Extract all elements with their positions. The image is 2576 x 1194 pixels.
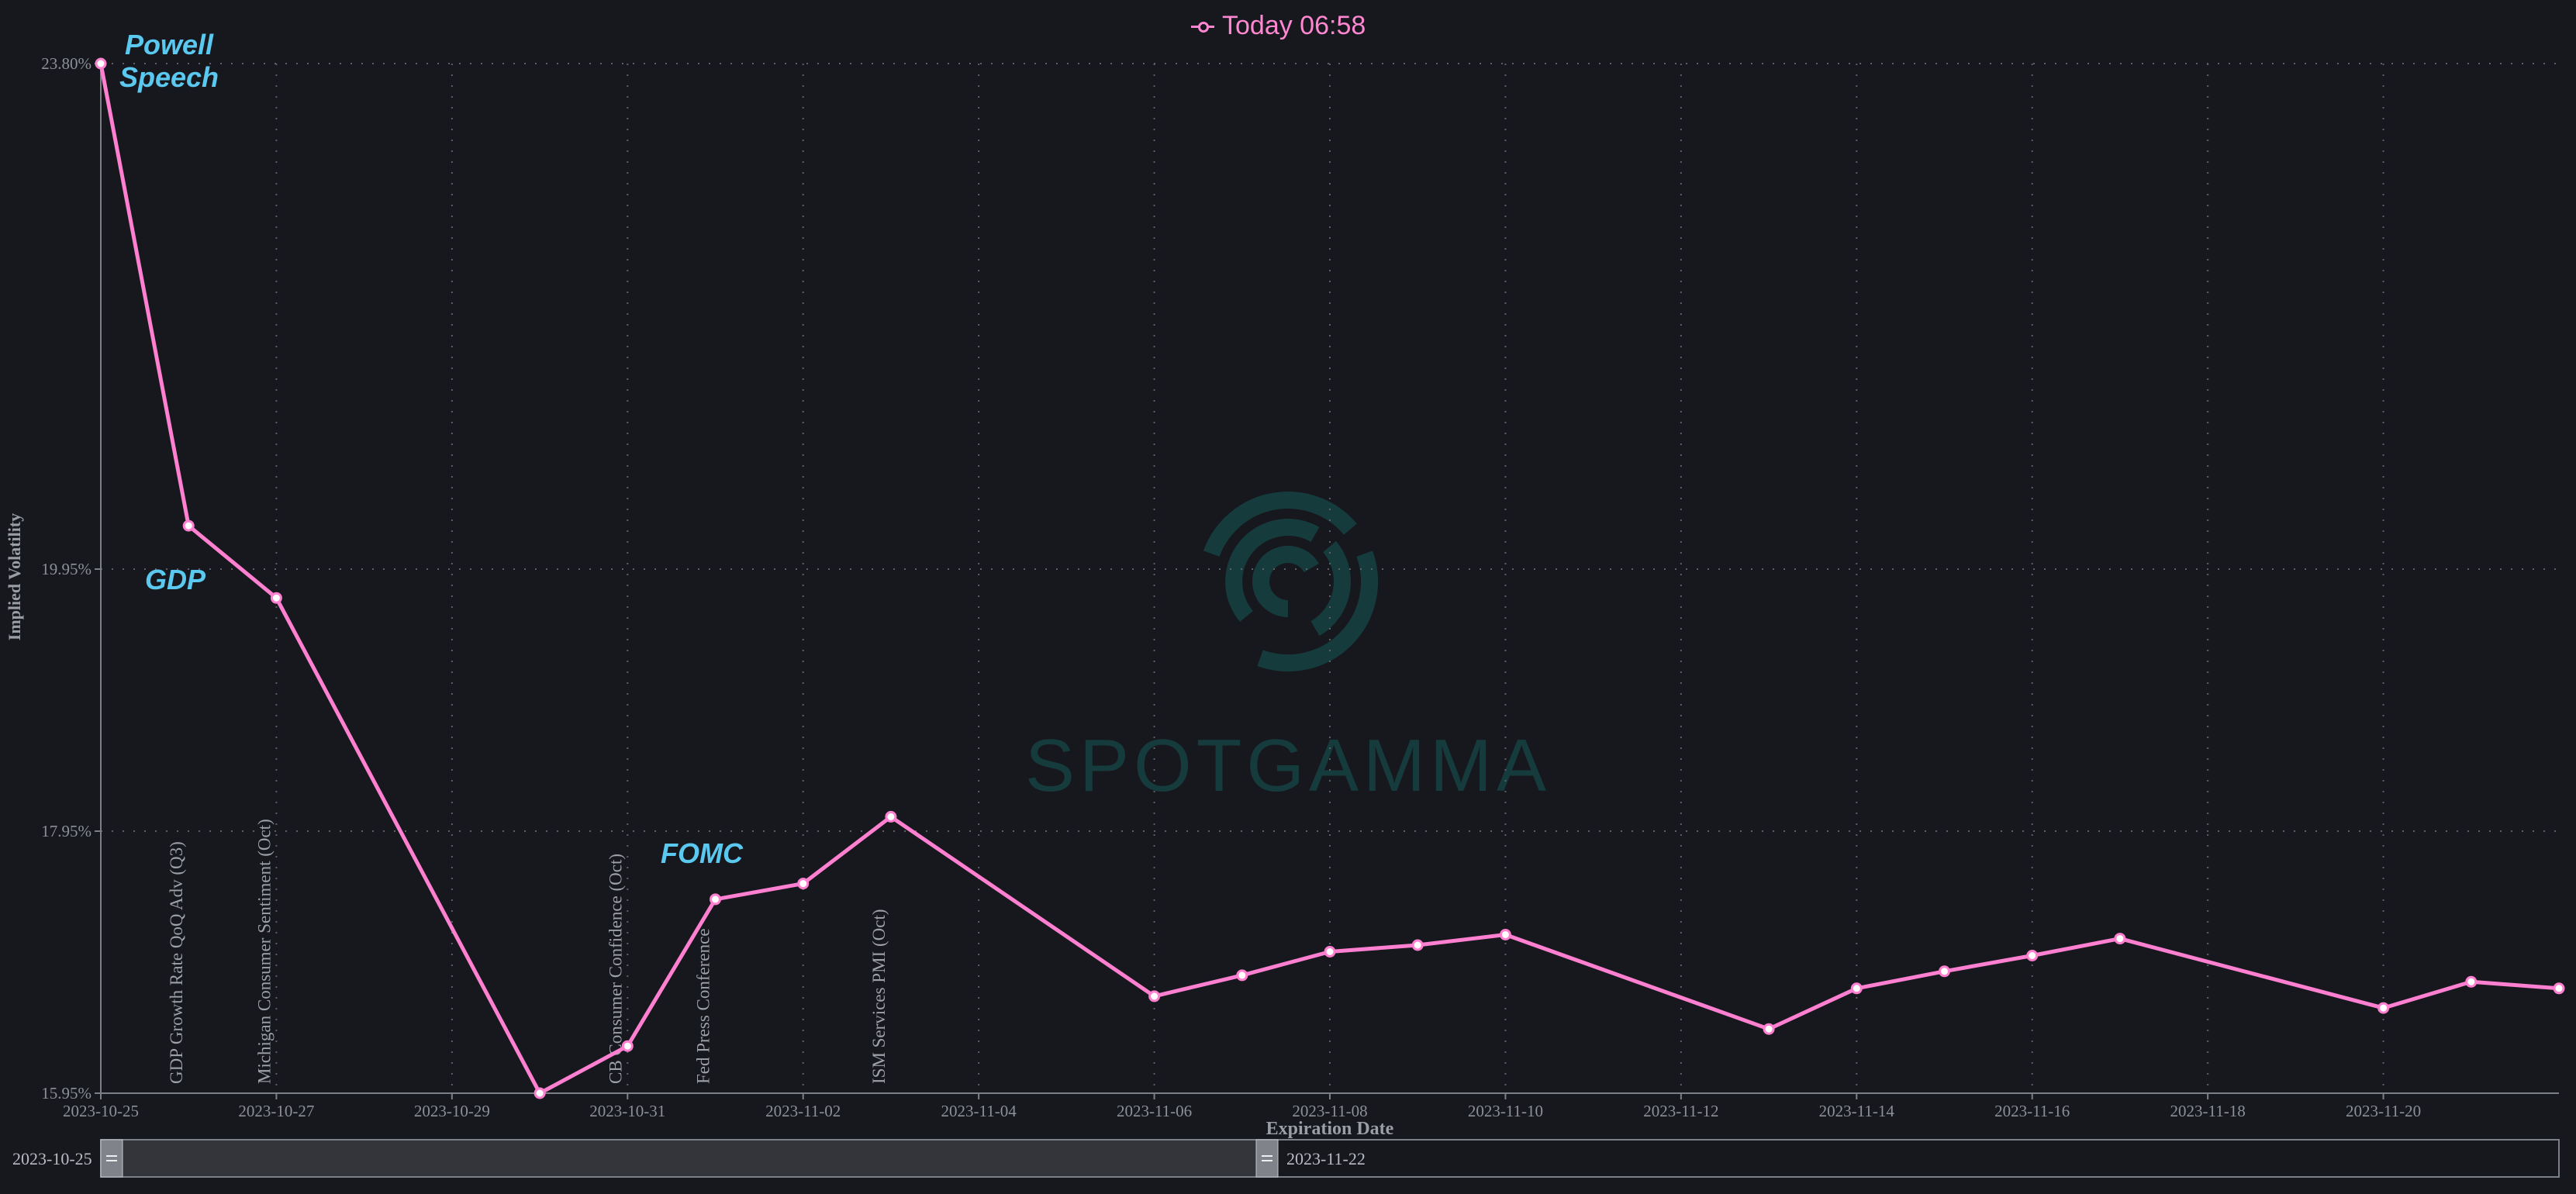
data-point [797,878,810,890]
x-tick-label: 2023-11-14 [1819,1102,1895,1120]
grid-lines [100,63,2559,1094]
data-point [2377,1002,2390,1014]
watermark-logo-arc-4 [1252,546,1319,617]
range-slider[interactable]: 2023-10-25 2023-11-22 [12,1139,2560,1178]
callout-fomc: FOMC [661,837,744,869]
event-label: ISM Services PMI (Oct) [869,909,889,1085]
callout-powell: Powell [125,29,214,60]
data-point [2026,950,2039,961]
data-point [95,57,107,70]
legend-item[interactable]: Today 06:58 [1191,11,1366,41]
data-point [534,1087,546,1099]
slider-handle-right[interactable] [1255,1139,1279,1178]
x-tick-label: 2023-11-12 [1643,1102,1718,1120]
line-with-circle-icon [1191,19,1214,34]
data-point [1763,1023,1775,1035]
watermark-logo-arc-0 [1203,492,1357,557]
data-point [621,1040,634,1052]
data-point [1148,990,1161,1002]
y-tick-label: 17.95% [41,822,92,840]
data-point [182,519,195,532]
watermark-logo-arc-1 [1257,550,1379,672]
data-point [2465,975,2478,988]
y-axis-title: Implied Volatility [5,513,24,640]
data-point [885,810,897,823]
spotgamma-watermark: SPOTGAMMA [1025,492,1551,807]
series-group [95,57,2565,1099]
y-tick-label: 15.95% [41,1084,92,1103]
x-tick-label: 2023-10-29 [414,1102,490,1120]
data-point [710,893,721,906]
event-label: GDP Growth Rate QoQ Adv (Q3) [167,841,186,1084]
data-point [1499,929,1511,940]
x-tick-label: 2023-11-04 [941,1102,1017,1120]
axes: 15.95% 17.95% 19.95% 23.80% 2023-10-25 2023-1… [5,54,2559,1139]
series-line [98,63,2560,1096]
x-tick-label: 2023-11-18 [2170,1102,2246,1120]
data-point [1939,965,1950,978]
slider-handle-left[interactable] [100,1139,123,1178]
data-point [2553,982,2565,995]
x-tick-label: 2023-11-20 [2346,1102,2421,1120]
event-label: Michigan Consumer Sentiment (Oct) [254,819,274,1084]
x-tick-label: 2023-11-10 [1468,1102,1543,1120]
x-tick-label: 2023-11-02 [765,1102,841,1120]
callout-powell: Speech [119,61,219,93]
x-tick-label: 2023-10-25 [63,1102,139,1120]
y-tick-label: 23.80% [41,54,92,73]
y-tick-label: 19.95% [41,560,92,578]
x-tick-label: 2023-10-27 [238,1102,314,1120]
x-axis-title: Expiration Date [1266,1119,1394,1139]
watermark-logo-arc-3 [1310,540,1351,637]
slider-end-label: 2023-11-22 [1286,1149,1366,1168]
data-point [1324,946,1336,958]
slider-start-label: 2023-10-25 [12,1149,92,1168]
callout-gdp: GDP [145,564,206,595]
event-label: Fed Press Conference [694,928,713,1084]
x-tick-label: 2023-11-08 [1292,1102,1367,1120]
data-point [2114,933,2126,945]
slider-selection [112,1141,1267,1176]
watermark-text: SPOTGAMMA [1025,724,1551,807]
legend-label: Today 06:58 [1222,11,1366,40]
watermark-logo-arc-2 [1225,519,1320,623]
data-point [270,592,282,604]
x-tick-label: 2023-11-16 [1994,1102,2070,1120]
x-tick-label: 2023-10-31 [589,1102,665,1120]
event-annotations: GDP Growth Rate QoQ Adv (Q3) Michigan Con… [167,819,889,1084]
data-point [1850,982,1863,995]
data-point [1411,939,1424,951]
data-point [1236,969,1248,982]
x-tick-label: 2023-11-06 [1117,1102,1192,1120]
